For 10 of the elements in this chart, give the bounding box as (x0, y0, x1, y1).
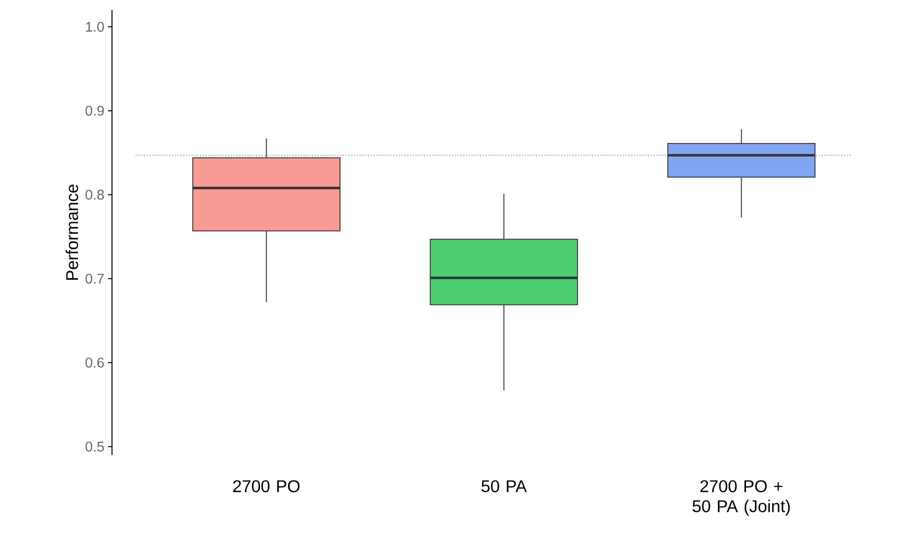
y-tick-label: 0.7 (86, 274, 104, 284)
y-tick-label: 0.9 (86, 106, 104, 116)
y-tick-label: 0.6 (86, 358, 104, 368)
x-tick-label: 2700 PO (233, 480, 300, 492)
y-axis-title: Performance (66, 184, 78, 280)
y-tick-label: 0.5 (86, 442, 104, 452)
y-tick-label: 1.0 (86, 22, 104, 32)
y-tick-label: 0.8 (86, 190, 104, 200)
x-tick-label: 2700 PO + 50 PA (Joint) (692, 480, 790, 516)
x-tick-label: 50 PA (482, 480, 527, 492)
